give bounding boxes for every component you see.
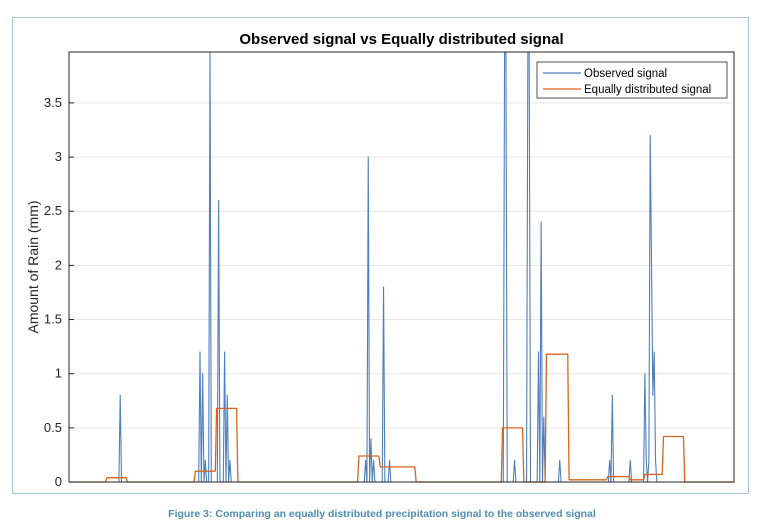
figure-caption: Figure 3: Comparing an equally distribut… [168, 508, 596, 520]
y-tick-label: 2 [55, 257, 62, 272]
legend-box [536, 61, 728, 99]
y-tick-label: 0 [55, 474, 62, 489]
series-equally-distributed-line [69, 353, 734, 483]
legend: Observed signal Equally distributed sign… [536, 61, 728, 99]
y-tick-label: 3 [55, 149, 62, 164]
y-tick-label: 3.5 [44, 95, 62, 110]
legend-label-observed: Observed signal [584, 68, 667, 80]
chart-title: Observed signal vs Equally distributed s… [239, 31, 563, 48]
y-tick-label: 2.5 [44, 203, 62, 218]
plot-area [69, 52, 734, 482]
y-tick-label: 1 [55, 366, 62, 381]
y-axis-label: Amount of Rain (mm) [25, 200, 41, 333]
chart: 0 0.5 1 1.5 2 2.5 3 3.5 Observed signal vs Equa… [25, 31, 735, 489]
y-axis: 0 0.5 1 1.5 2 2.5 3 3.5 [44, 95, 74, 489]
legend-label-equally-distributed: Equally distributed signal [584, 84, 711, 96]
y-tick-label: 0.5 [44, 420, 62, 435]
axes-box [68, 51, 735, 483]
y-tick-label: 1.5 [44, 312, 62, 327]
